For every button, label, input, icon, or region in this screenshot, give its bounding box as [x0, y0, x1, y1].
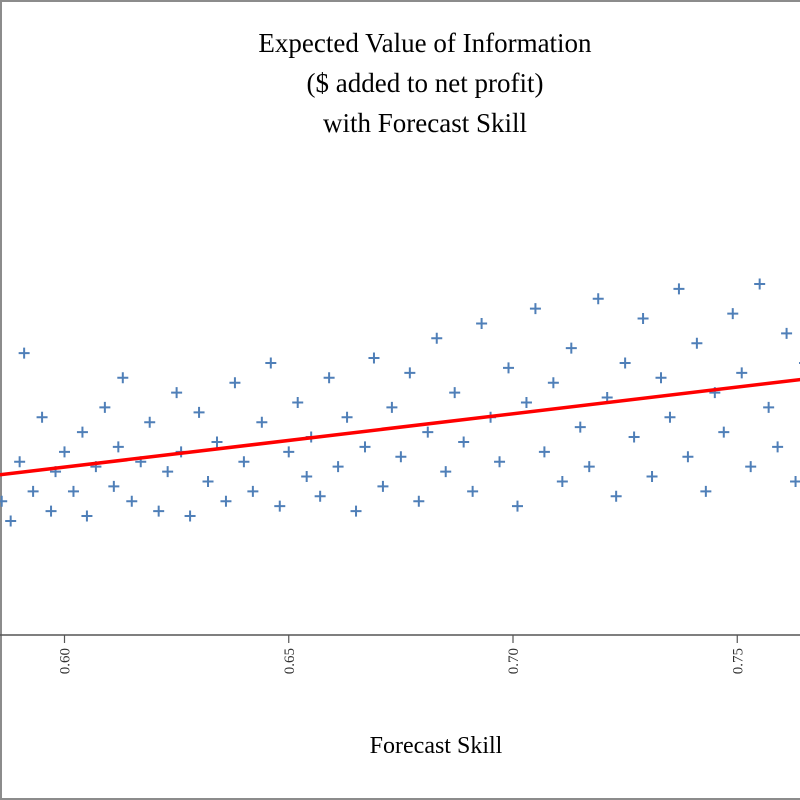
data-point: [538, 446, 550, 458]
data-point: [14, 456, 26, 468]
data-point: [76, 426, 88, 438]
data-point: [547, 377, 559, 389]
x-tick-label: 0.75: [730, 648, 746, 674]
chart-title-line-1: Expected Value of Information: [258, 28, 592, 58]
data-point: [745, 461, 757, 473]
x-tick-label: 0.65: [282, 648, 298, 674]
data-point: [283, 446, 295, 458]
chart-title-line-3: with Forecast Skill: [323, 108, 527, 138]
data-point: [781, 327, 793, 339]
x-tick-label: 0.70: [506, 648, 522, 674]
data-point: [790, 475, 800, 487]
data-point: [467, 485, 479, 497]
data-point: [511, 500, 523, 512]
data-point: [126, 495, 138, 507]
trend-line: [0, 377, 800, 477]
data-point: [67, 485, 79, 497]
data-point: [81, 510, 93, 522]
data-point: [673, 283, 685, 295]
data-point: [727, 308, 739, 320]
data-point: [265, 357, 277, 369]
x-axis-label: Forecast Skill: [369, 733, 503, 759]
data-point: [45, 505, 57, 517]
x-tick-label: 0.60: [58, 648, 74, 674]
data-point: [404, 367, 416, 379]
data-point: [556, 475, 568, 487]
data-point: [637, 313, 649, 324]
data-point: [314, 490, 326, 502]
data-point: [193, 406, 205, 418]
data-point: [458, 436, 470, 448]
data-point: [238, 456, 250, 468]
data-point: [162, 466, 174, 478]
data-point: [368, 352, 380, 364]
data-point: [117, 372, 129, 384]
data-point: [108, 480, 120, 492]
data-point: [202, 475, 214, 487]
data-point: [323, 372, 335, 384]
data-point: [350, 505, 362, 517]
data-point: [763, 401, 775, 413]
data-point: [610, 490, 622, 502]
data-point: [691, 337, 703, 349]
chart-title-line-2: ($ added to net profit): [306, 68, 544, 98]
data-point: [592, 293, 604, 305]
data-point: [422, 426, 434, 438]
data-point: [431, 332, 443, 344]
data-point: [646, 471, 658, 482]
data-point: [36, 411, 48, 423]
data-point: [664, 411, 676, 423]
data-point: [341, 411, 353, 423]
data-point: [171, 387, 183, 399]
data-point: [682, 451, 694, 463]
data-point: [628, 431, 640, 443]
data-point: [59, 446, 70, 458]
data-point: [718, 426, 730, 438]
data-point: [99, 401, 111, 413]
data-point: [529, 303, 541, 315]
data-point: [700, 485, 712, 497]
data-point: [574, 421, 586, 433]
data-point: [377, 480, 389, 492]
data-point: [565, 342, 577, 354]
data-point: [386, 401, 398, 413]
data-point: [274, 500, 286, 512]
data-point: [144, 416, 156, 428]
data-point: [5, 515, 17, 527]
data-point: [27, 485, 39, 497]
data-point: [0, 495, 8, 507]
data-point: [772, 441, 784, 453]
data-point: [153, 505, 165, 517]
data-point: [359, 441, 371, 453]
data-point: [220, 495, 232, 507]
data-point: [18, 347, 30, 359]
data-point: [449, 387, 461, 399]
data-point: [736, 367, 748, 379]
data-point: [754, 278, 766, 290]
data-point: [184, 510, 196, 522]
data-point: [211, 436, 223, 448]
data-point: [619, 357, 631, 369]
data-point: [292, 396, 304, 408]
data-point: [476, 317, 488, 329]
data-point: [503, 362, 515, 374]
data-point: [494, 456, 506, 468]
data-point: [440, 466, 452, 478]
data-point: [395, 451, 407, 463]
data-point: [247, 485, 259, 497]
data-point: [520, 396, 532, 408]
data-point: [229, 377, 241, 389]
data-point: [332, 461, 344, 473]
data-point: [583, 461, 595, 473]
data-point: [301, 471, 313, 482]
data-point: [256, 416, 268, 428]
data-point: [112, 441, 124, 453]
data-point: [655, 372, 667, 384]
data-point: [413, 495, 425, 507]
